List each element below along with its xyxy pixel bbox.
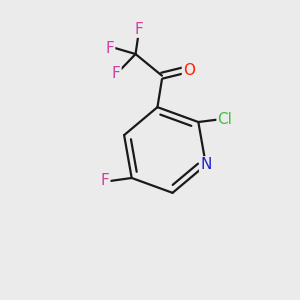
Text: N: N bbox=[200, 158, 212, 172]
Text: F: F bbox=[100, 173, 109, 188]
Text: Cl: Cl bbox=[218, 112, 232, 127]
Text: F: F bbox=[134, 22, 143, 37]
Text: F: F bbox=[112, 66, 120, 81]
Text: F: F bbox=[105, 40, 114, 56]
Text: O: O bbox=[183, 63, 195, 78]
